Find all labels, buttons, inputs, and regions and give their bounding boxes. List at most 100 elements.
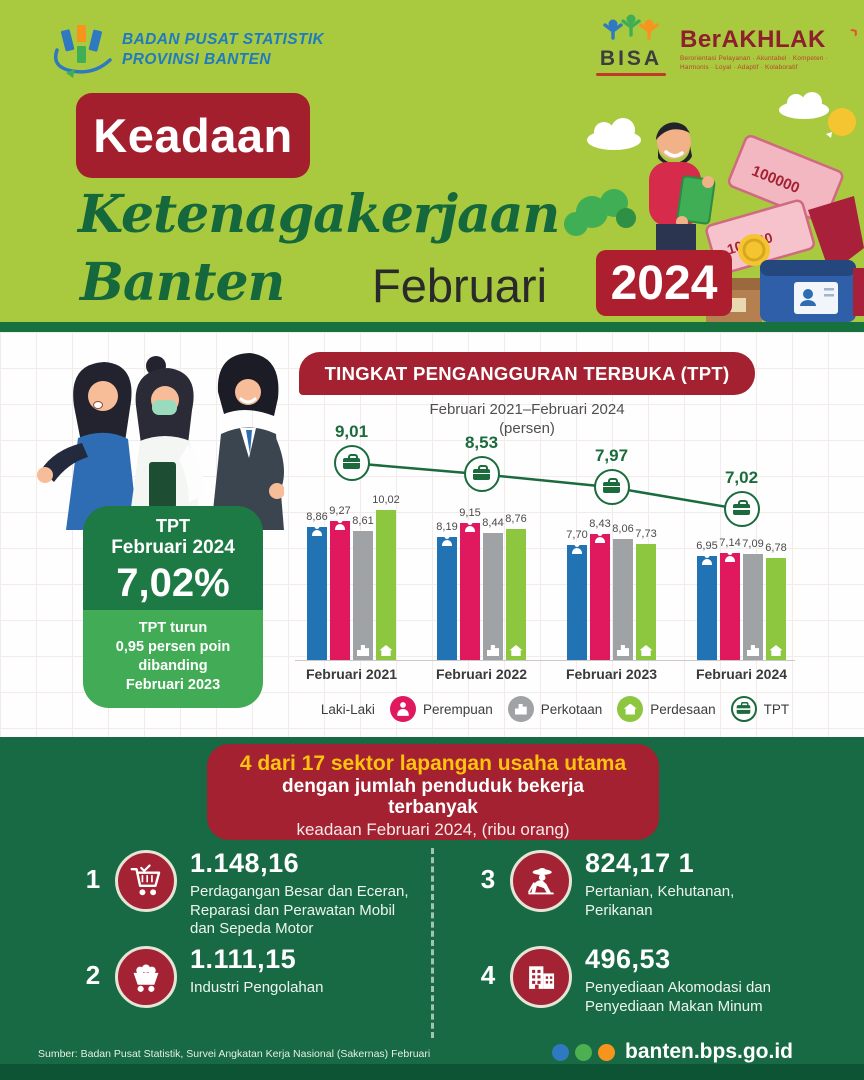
worker-money-illustration: 100000 100000 — [564, 92, 864, 322]
sector-label: Pertanian, Kehutanan, Perikanan — [585, 883, 735, 919]
sector-value: 824,17 1 — [585, 848, 695, 878]
perdesaan-icon — [769, 645, 783, 656]
sector-rank: 2 — [85, 960, 101, 990]
farmer-icon — [510, 850, 572, 912]
tpt-highlight-top: TPT Februari 2024 7,02% — [83, 506, 263, 610]
tpt-period: Februari 2024 — [111, 537, 235, 558]
bisa-logo: BISA — [590, 14, 672, 76]
bar-value-label: 10,02 — [372, 493, 400, 506]
bar-perempuan: 7,14 — [719, 537, 741, 660]
period-year: 2024 — [610, 256, 718, 310]
perkotaan-icon — [507, 696, 534, 722]
legend-item-perdesaan: Perdesaan — [617, 696, 716, 722]
bar-laki-laki: 8,86 — [306, 511, 328, 660]
bar-value-label: 7,14 — [719, 536, 741, 549]
briefcase-icon — [730, 696, 757, 722]
sector-rank: 4 — [480, 960, 496, 990]
chart-baseline — [295, 660, 795, 661]
perkotaan-icon — [617, 645, 629, 656]
sector-value: 1.148,16 — [190, 848, 300, 878]
worker-illustration — [649, 122, 716, 254]
bar-value-label: 8,06 — [612, 523, 634, 536]
bar-value-label: 7,09 — [742, 537, 764, 550]
banknote-icon: 100000 — [727, 134, 844, 223]
tpt-chart: 8,86 9,27 8,61 10,02 Februari 2021 8,19 9,15 8,… — [295, 422, 810, 692]
website-link[interactable]: banten.bps.go.id — [625, 1040, 793, 1063]
perkotaan-icon — [747, 645, 759, 656]
bps-name-line1: BADAN PUSAT STATISTIK — [122, 31, 325, 48]
mine-cart-icon — [115, 946, 177, 1008]
period-label: Februari — [372, 259, 548, 312]
briefcase-icon — [593, 469, 630, 506]
chart-legend: Laki-Laki Perempuan Perkotaan Perdesaan … — [295, 696, 815, 722]
bar-value-label: 7,70 — [566, 528, 588, 541]
tpt-label: TPT — [156, 516, 190, 536]
legend-item-perempuan: Perempuan — [389, 696, 493, 722]
bar-perdesaan: 10,02 — [372, 494, 400, 660]
chart-title: TINGKAT PENGANGGURAN TERBUKA (TPT) — [324, 362, 730, 384]
sectors-header-line3: terbanyak — [388, 797, 478, 819]
title-word-ketenagakerjaan: Ketenagakerjaan — [78, 184, 560, 245]
chart-group: 8,86 9,27 8,61 10,02 Februari 2021 — [306, 440, 400, 692]
chart-group: 7,70 8,43 8,06 7,73 Februari 2023 — [566, 440, 657, 692]
bar-laki-laki: 6,95 — [696, 540, 718, 660]
sectors-header-line4: keadaan Februari 2024, (ribu orang) — [296, 819, 570, 839]
bar-perdesaan: 7,73 — [635, 528, 657, 660]
x-axis-label: Februari 2023 — [565, 666, 658, 682]
orange-dot-icon — [598, 1043, 615, 1061]
bar-perkotaan: 8,06 — [612, 523, 634, 660]
cloud-icon — [587, 92, 829, 150]
tpt-highlight-box: TPT Februari 2024 7,02% TPT turun 0,95 p… — [83, 506, 263, 708]
chart-group: 6,95 7,14 7,09 6,78 Februari 2024 — [696, 440, 787, 692]
bar-value-label: 9,15 — [459, 506, 481, 519]
x-axis-label: Februari 2024 — [695, 666, 788, 682]
bps-logo-icon — [53, 25, 112, 78]
sectors-header-line2: dengan jumlah penduduk bekerja — [282, 776, 584, 797]
sector-rank: 3 — [480, 864, 496, 894]
berakhlak-label: BerAKHLAK › — [680, 20, 864, 53]
bar-perkotaan: 8,44 — [482, 517, 504, 660]
chart-unit: (persen) — [499, 420, 555, 437]
bisa-figures-icon — [603, 14, 659, 40]
bar-value-label: 8,44 — [482, 517, 504, 530]
bar-laki-laki: 8,19 — [436, 521, 458, 660]
sectors-divider — [431, 848, 434, 1038]
coin-icon — [828, 108, 856, 136]
bps-name-line2: PROVINSI BANTEN — [122, 51, 271, 69]
berakhlak-arrow-icon: › — [844, 20, 864, 42]
bar-value-label: 8,61 — [352, 514, 374, 527]
legend-item-laki-laki: Laki-Laki — [320, 701, 375, 717]
perkotaan-icon — [487, 645, 499, 656]
bar-value-label: 8,86 — [306, 511, 328, 524]
perdesaan-icon — [379, 645, 393, 656]
green-dot-icon — [575, 1043, 592, 1061]
woman-blue-jacket — [37, 362, 138, 530]
bar-value-label: 8,43 — [589, 517, 611, 530]
torn-banknote-icon — [808, 196, 864, 274]
briefcase-icon — [723, 491, 760, 528]
sectors-header-box: 4 dari 17 sektor lapangan usaha utama de… — [207, 744, 659, 840]
perdesaan-icon — [617, 696, 644, 722]
header-section: BADAN PUSAT STATISTIK PROVINSI BANTEN BI… — [0, 0, 864, 322]
briefcase-icon — [463, 456, 500, 493]
bar-value-label: 6,78 — [765, 542, 787, 555]
bar-value-label: 9,27 — [329, 505, 351, 517]
woman-mask-coat — [128, 356, 204, 530]
sector-label: Perdagangan Besar dan Eceran, Reparasi d… — [190, 883, 409, 938]
source-note: Sumber: Badan Pusat Statistik, Survei An… — [38, 1048, 431, 1060]
sector-label: Industri Pengolahan — [190, 979, 324, 996]
bps-agency-name: BADAN PUSAT STATISTIK PROVINSI BANTEN — [122, 30, 324, 70]
sector-item-2: 2 1.111,15 Industri Pengolahan — [84, 944, 323, 1008]
bisa-tagline-bar — [596, 73, 666, 76]
bar-value-label: 8,76 — [505, 512, 527, 525]
perempuan-icon — [389, 696, 416, 722]
bar-laki-laki: 7,70 — [566, 529, 588, 660]
bar-value-label: 7,73 — [635, 528, 657, 540]
chart-title-banner: TINGKAT PENGANGGURAN TERBUKA (TPT) — [299, 352, 755, 395]
sectors-header-line1: 4 dari 17 sektor lapangan usaha utama — [239, 752, 627, 775]
workers-illustration — [37, 353, 284, 530]
sector-value: 1.111,15 — [190, 944, 297, 974]
bar-perdesaan: 6,78 — [765, 542, 787, 660]
title-word-banten: Banten — [80, 252, 285, 313]
